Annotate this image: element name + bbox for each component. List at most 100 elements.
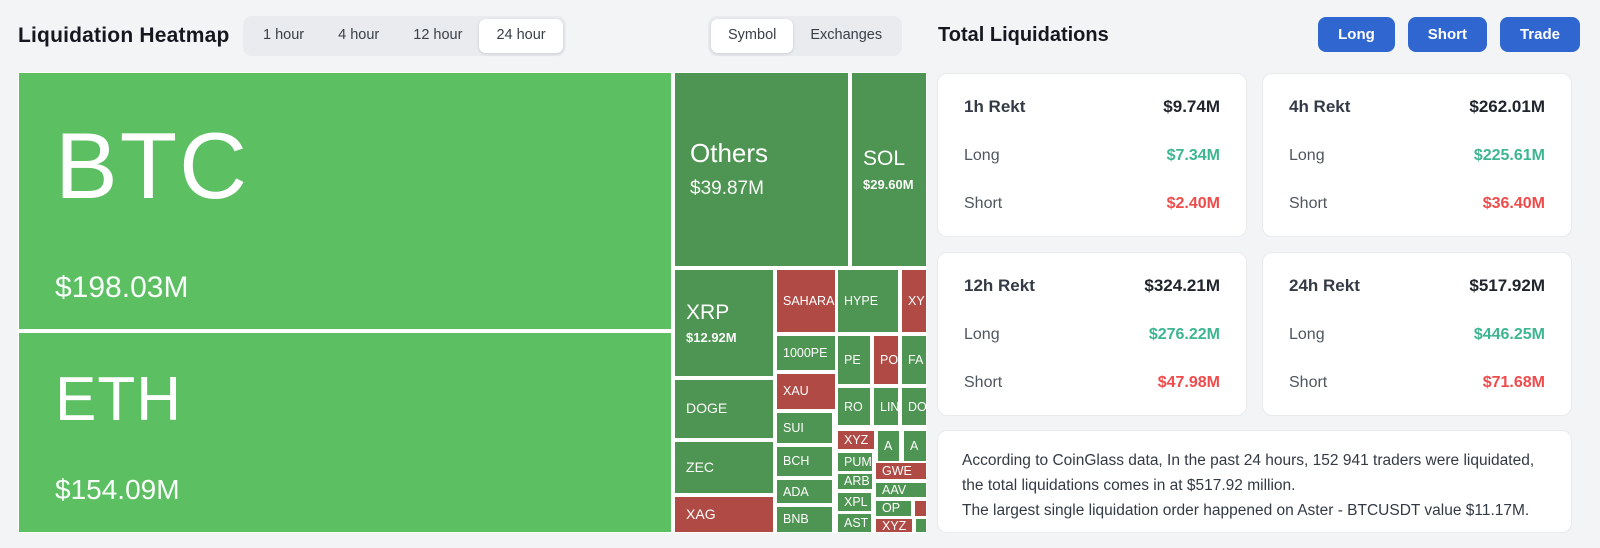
treemap-cell-xyz[interactable]: XYZ xyxy=(837,430,875,450)
short-button[interactable]: Short xyxy=(1407,17,1487,52)
view-tab-exchanges[interactable]: Exchanges xyxy=(810,27,883,44)
treemap-cell-xy[interactable]: XY xyxy=(901,268,927,333)
treemap-cell-xpl[interactable]: XPL xyxy=(837,492,872,513)
time-tab-12-hour[interactable]: 12 hour xyxy=(413,27,463,44)
treemap-cell-xau[interactable]: XAU xyxy=(776,372,836,410)
cell-symbol: Others xyxy=(690,138,769,169)
short-value: $36.40M xyxy=(1482,195,1545,212)
cell-value: $39.87M xyxy=(690,177,764,199)
cell-symbol: ETH xyxy=(55,365,182,434)
treemap-cell-sui[interactable]: SUI xyxy=(776,411,833,444)
card-header-row: 1h Rekt $9.74M xyxy=(964,97,1220,117)
cell-symbol: BTC xyxy=(55,113,249,218)
cell-symbol: PUM xyxy=(844,455,872,469)
time-range-tabs: 1 hour 4 hour 12 hour 24 hour xyxy=(243,16,566,56)
long-value: $446.25M xyxy=(1473,326,1545,343)
card-title: 4h Rekt xyxy=(1289,97,1351,116)
treemap-cell-xag[interactable]: XAG xyxy=(674,495,774,533)
treemap-cell-po[interactable]: PO xyxy=(873,335,899,386)
cell-symbol: XPL xyxy=(844,495,868,510)
total-liquidations-title: Total Liquidations xyxy=(938,24,1109,46)
summary-note: According to CoinGlass data, In the past… xyxy=(937,430,1572,533)
cell-symbol: GWE xyxy=(882,463,912,478)
long-label: Long xyxy=(1289,326,1325,343)
treemap-cell-gwe[interactable]: GWE xyxy=(875,462,927,480)
treemap-cell-xrp[interactable]: XRP $12.92M xyxy=(674,268,774,377)
short-value: $47.98M xyxy=(1157,374,1220,391)
cell-symbol: XAU xyxy=(783,384,809,399)
treemap-cell-aav[interactable]: AAV xyxy=(875,482,927,498)
view-tab-symbol[interactable]: Symbol xyxy=(711,19,794,53)
rekt-cards: 1h Rekt $9.74M Long $7.34M Short $2.40M 4h Rek… xyxy=(937,73,1572,416)
short-label: Short xyxy=(1289,195,1328,212)
cell-symbol: AST xyxy=(844,515,869,530)
rekt-card-1h-rekt: 1h Rekt $9.74M Long $7.34M Short $2.40M xyxy=(937,73,1247,237)
long-label: Long xyxy=(964,147,1000,164)
cell-symbol: SUI xyxy=(783,420,804,435)
card-short-row: Short $36.40M xyxy=(1289,195,1545,213)
treemap-cell-eth[interactable]: ETH $154.09M xyxy=(18,332,673,533)
short-label: Short xyxy=(1289,374,1328,391)
treemap-cell-btc[interactable]: BTC $198.03M xyxy=(18,72,673,331)
cell-symbol: BNB xyxy=(783,512,809,527)
trade-button[interactable]: Trade xyxy=(1499,17,1580,52)
cell-symbol: PO xyxy=(880,353,899,367)
cell-symbol: DOGE xyxy=(686,400,728,417)
card-short-row: Short $47.98M xyxy=(964,374,1220,392)
treemap-cell-a[interactable]: A xyxy=(903,430,927,462)
treemap-cell-a[interactable]: A xyxy=(877,430,900,462)
cell-value: $12.92M xyxy=(686,330,737,346)
treemap-cell-doge[interactable]: DOGE xyxy=(674,378,774,439)
treemap-cell-pum[interactable]: PUM xyxy=(837,452,873,472)
treemap-cell-op[interactable]: OP xyxy=(875,499,912,517)
card-total-value: $517.92M xyxy=(1469,276,1545,295)
cell-symbol: LIN xyxy=(880,399,899,414)
treemap-cell-cell[interactable] xyxy=(914,499,927,517)
treemap-cell-xyz[interactable]: XYZ xyxy=(875,518,913,533)
treemap-cell-pe[interactable]: PE xyxy=(837,335,871,386)
treemap-cell-others[interactable]: Others $39.87M xyxy=(674,72,849,267)
short-value: $2.40M xyxy=(1166,195,1220,212)
cell-symbol: A xyxy=(884,438,893,453)
treemap-cell-ada[interactable]: ADA xyxy=(776,479,833,504)
treemap-cell-fa[interactable]: FA xyxy=(901,335,927,386)
cell-symbol: ADA xyxy=(783,484,809,499)
treemap-cell-sahara[interactable]: SAHARA xyxy=(776,268,836,333)
treemap-cell-ro[interactable]: RO xyxy=(837,387,871,426)
long-label: Long xyxy=(1289,147,1325,164)
long-value: $225.61M xyxy=(1473,147,1545,164)
long-button[interactable]: Long xyxy=(1318,17,1395,52)
time-tab-4-hour[interactable]: 4 hour xyxy=(338,27,380,44)
long-value: $7.34M xyxy=(1166,147,1220,164)
card-long-row: Long $446.25M xyxy=(1289,326,1545,344)
card-header-row: 24h Rekt $517.92M xyxy=(1289,276,1545,296)
rekt-card-4h-rekt: 4h Rekt $262.01M Long $225.61M Short $36.40M xyxy=(1262,73,1572,237)
treemap-cell-do[interactable]: DO xyxy=(901,387,927,426)
card-total-value: $324.21M xyxy=(1144,276,1220,295)
cell-symbol: A xyxy=(910,438,919,453)
treemap-cell-lin[interactable]: LIN xyxy=(873,387,899,426)
treemap-cell-bnb[interactable]: BNB xyxy=(776,505,833,533)
treemap-cell-zec[interactable]: ZEC xyxy=(674,440,774,494)
long-label: Long xyxy=(964,326,1000,343)
cell-symbol: XYZ xyxy=(844,433,869,447)
time-tab-24-hour[interactable]: 24 hour xyxy=(479,19,563,53)
treemap-cell-sol[interactable]: SOL $29.60M xyxy=(851,72,927,267)
card-long-row: Long $7.34M xyxy=(964,147,1220,165)
treemap-cell-hype[interactable]: HYPE xyxy=(837,268,899,333)
cell-symbol: XAG xyxy=(686,505,716,522)
cell-symbol: FA xyxy=(908,353,924,367)
cell-symbol: PE xyxy=(844,353,861,367)
treemap-cell-ast[interactable]: AST xyxy=(837,512,872,533)
time-tab-1-hour[interactable]: 1 hour xyxy=(263,27,305,44)
treemap-cell-bch[interactable]: BCH xyxy=(776,446,833,477)
summary-note-line2: The largest single liquidation order hap… xyxy=(962,502,1530,520)
treemap-cell-1000pe[interactable]: 1000PE xyxy=(776,335,836,371)
card-short-row: Short $71.68M xyxy=(1289,374,1545,392)
card-long-row: Long $225.61M xyxy=(1289,147,1545,165)
cell-symbol: SAHARA xyxy=(783,293,835,308)
card-title: 12h Rekt xyxy=(964,276,1035,295)
treemap-cell-cell[interactable] xyxy=(915,518,927,533)
treemap-cell-arb[interactable]: ARB xyxy=(837,472,873,490)
cell-symbol: 1000PE xyxy=(783,346,828,360)
